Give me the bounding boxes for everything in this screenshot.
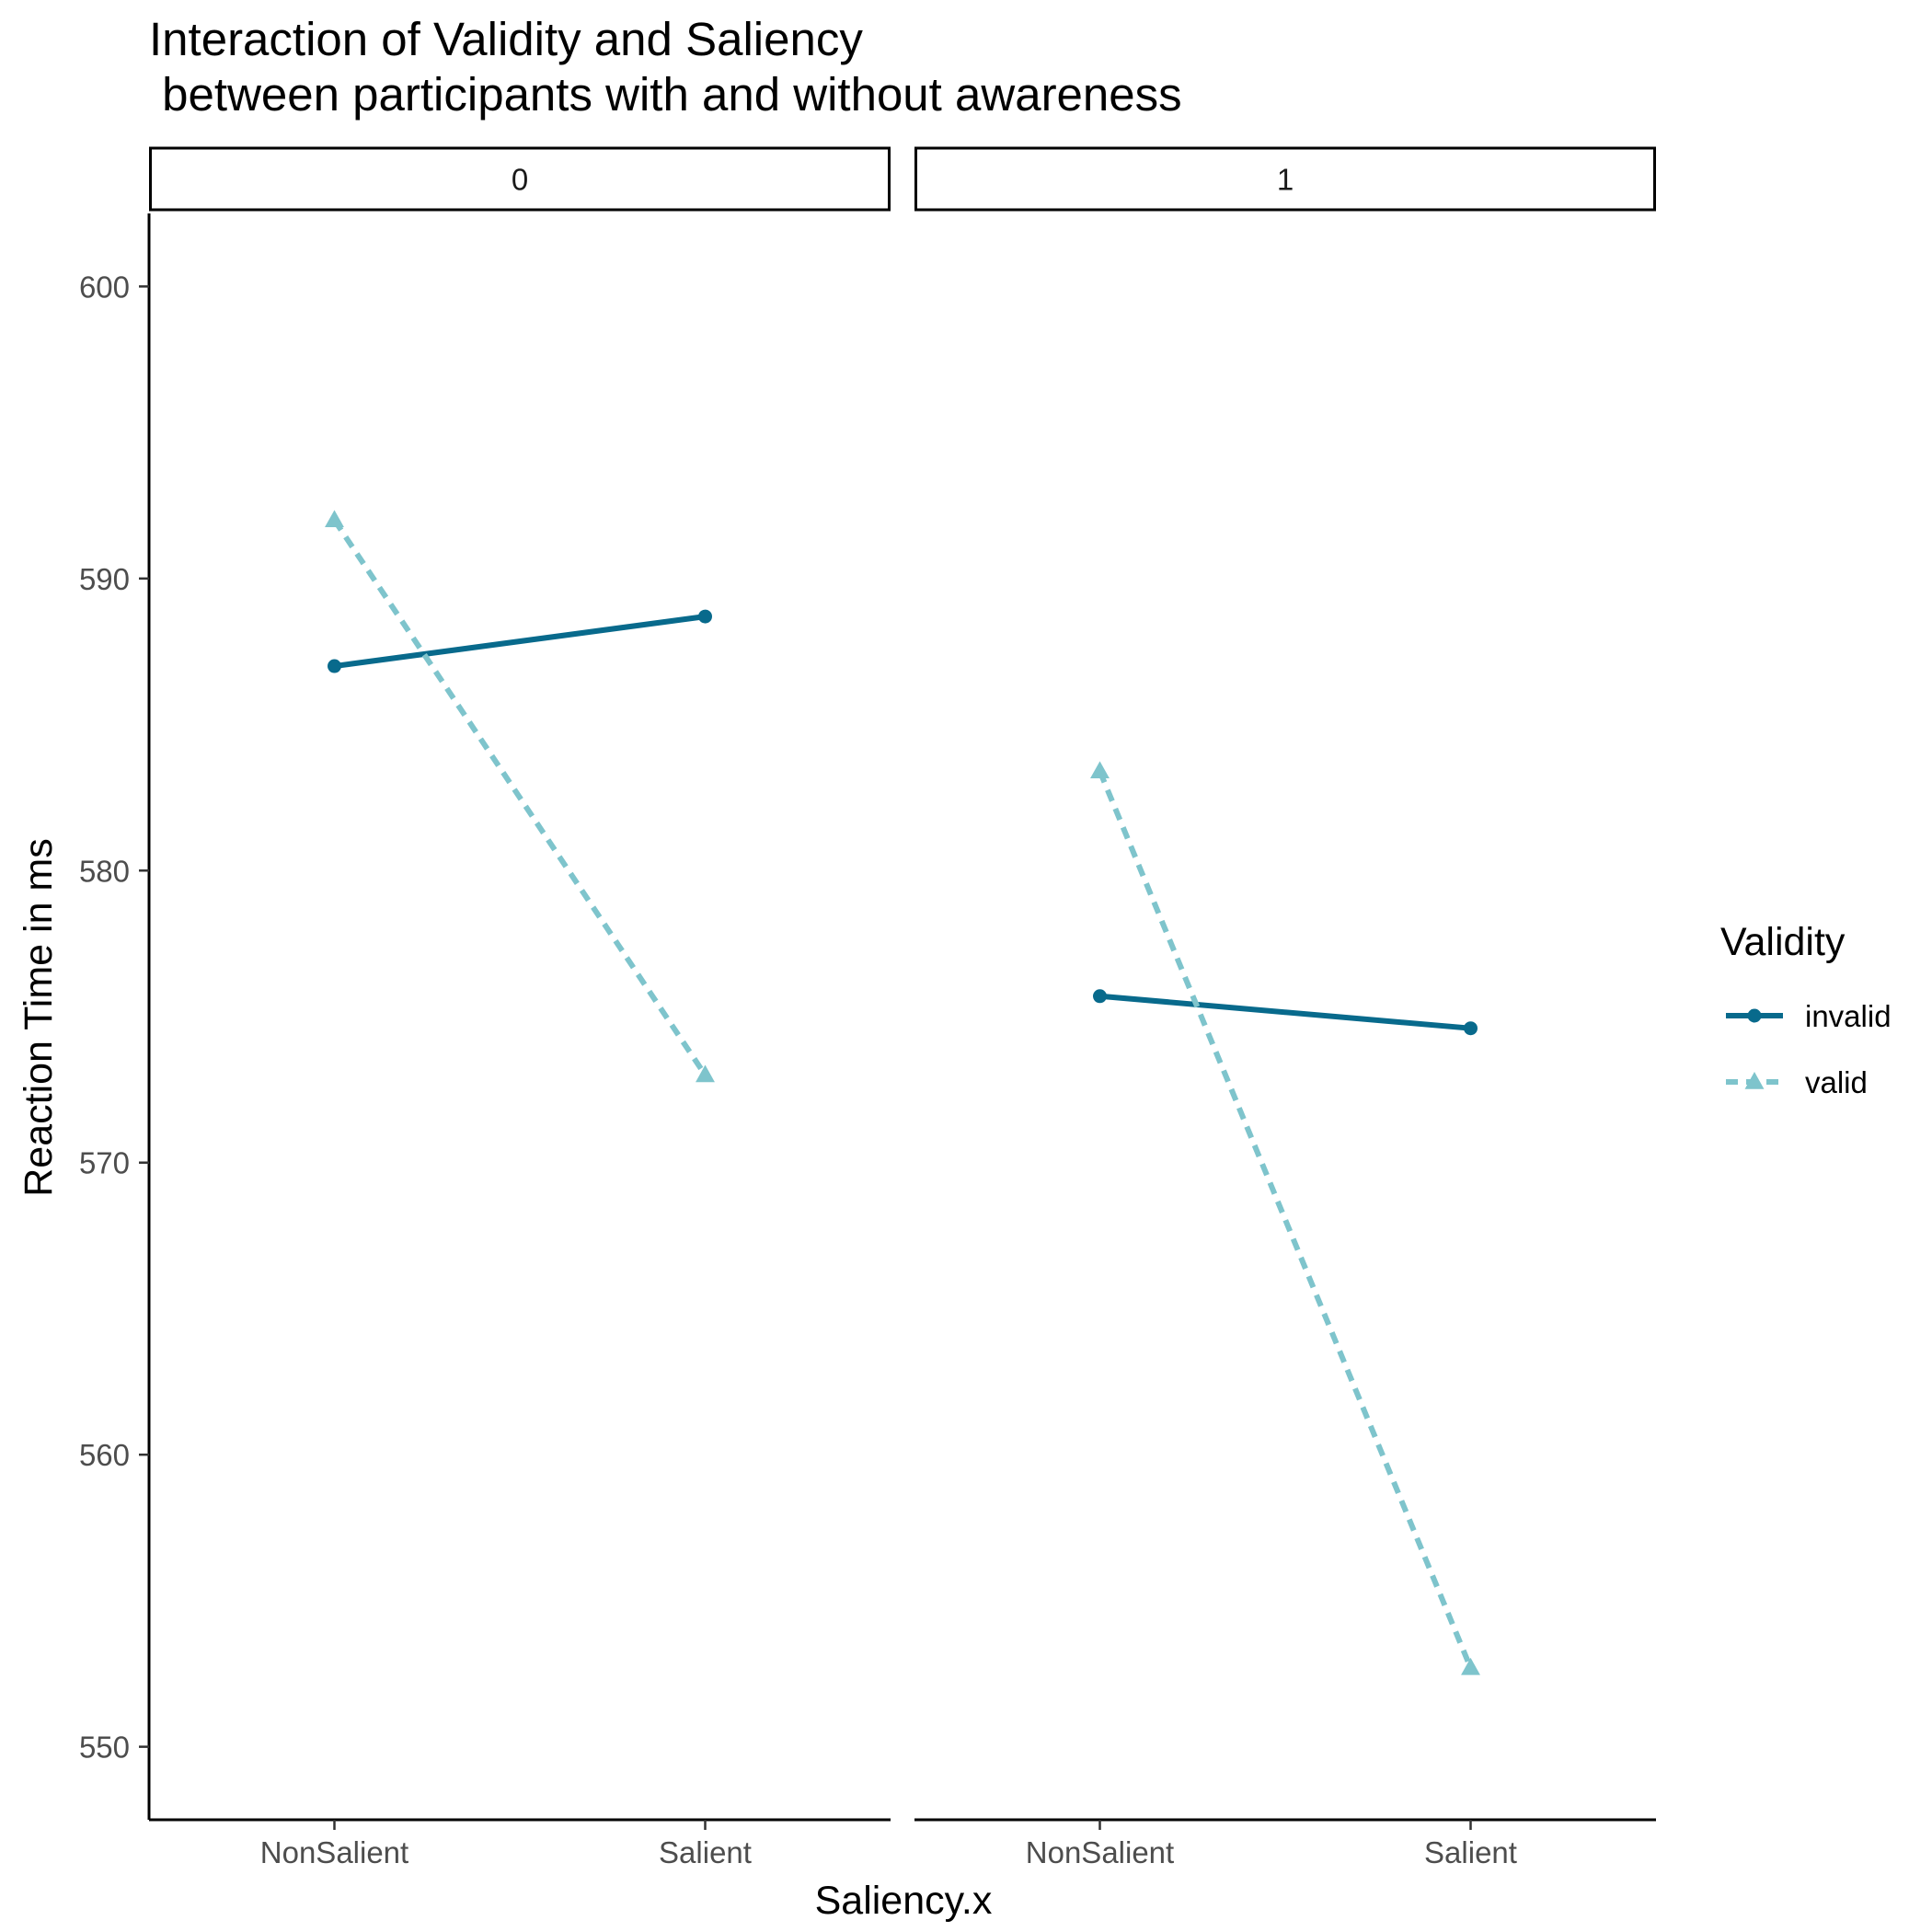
facet-strip <box>149 146 891 212</box>
facet-panel-0: 0 NonSalient Salient <box>149 146 891 1869</box>
x-tick-label: NonSalient <box>1026 1835 1174 1869</box>
data-point-invalid <box>698 609 712 624</box>
legend-key-marker-valid <box>1744 1072 1765 1089</box>
x-tick-label: Salient <box>1424 1835 1517 1869</box>
data-point-valid <box>325 510 344 528</box>
data-point-valid <box>696 1064 715 1083</box>
y-tick-label: 580 <box>79 854 130 888</box>
chart-title-line-2: between participants with and without aw… <box>149 68 1182 121</box>
legend-label-invalid: invalid <box>1805 999 1892 1033</box>
facet-strip-label: 0 <box>512 163 528 197</box>
y-axis-title: Reaction Time in ms <box>17 838 61 1197</box>
y-tick-label: 600 <box>79 270 130 304</box>
series-line-valid <box>332 518 707 1077</box>
data-point-invalid <box>1464 1021 1478 1036</box>
data-point-invalid <box>328 659 341 673</box>
data-point-invalid <box>1093 989 1107 1004</box>
legend: Validity invalid valid <box>1720 920 1892 1099</box>
data-point-valid <box>1461 1657 1480 1675</box>
y-tick-label: 590 <box>79 562 130 596</box>
chart-title-line-1: Interaction of Validity and Saliency <box>149 13 863 65</box>
series-line-invalid <box>334 614 706 670</box>
legend-key-marker-invalid <box>1747 1008 1762 1023</box>
y-tick-label: 550 <box>79 1731 130 1765</box>
x-tick-label: Salient <box>659 1835 752 1869</box>
legend-label-valid: valid <box>1805 1065 1868 1099</box>
facet-strip-label: 1 <box>1277 163 1294 197</box>
x-tick-label: NonSalient <box>260 1835 408 1869</box>
facet-strip <box>914 146 1656 212</box>
facet-panels: 0 NonSalient Salient 1 NonSalient Salient <box>149 146 1656 1869</box>
series-line-valid <box>1097 770 1474 1670</box>
series-line-invalid <box>1099 993 1471 1031</box>
data-point-valid <box>1090 761 1110 779</box>
y-axis: 550 560 570 580 590 600 <box>79 213 151 1820</box>
facet-panel-1: 1 NonSalient Salient <box>914 146 1656 1869</box>
legend-title: Validity <box>1720 920 1846 964</box>
y-tick-label: 570 <box>79 1146 130 1180</box>
x-axis-title: Saliency.x <box>815 1879 993 1923</box>
y-tick-label: 560 <box>79 1438 130 1472</box>
